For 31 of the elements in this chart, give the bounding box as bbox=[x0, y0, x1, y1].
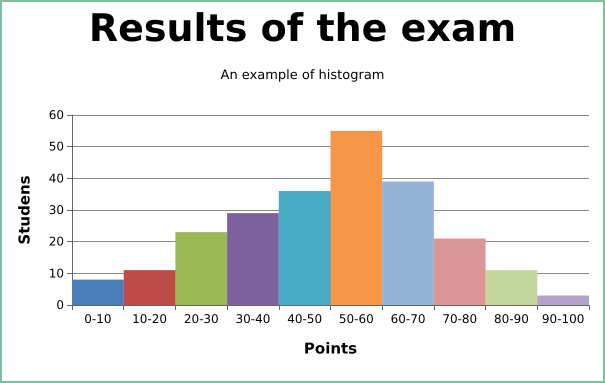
x-axis-title: Points bbox=[304, 340, 358, 358]
chart-subtitle: An example of histogram bbox=[220, 68, 384, 83]
y-tick-label: 30 bbox=[48, 203, 64, 217]
bar bbox=[227, 213, 279, 305]
bar bbox=[486, 270, 538, 305]
x-tick-label: 0-10 bbox=[84, 312, 112, 326]
chart-title: Results of the exam bbox=[88, 6, 516, 50]
y-tick-label: 0 bbox=[56, 298, 64, 312]
x-tick-label: 20-30 bbox=[184, 312, 219, 326]
bar bbox=[124, 270, 176, 305]
x-tick-label: 50-60 bbox=[338, 312, 374, 326]
x-tick-label: 80-90 bbox=[494, 312, 529, 326]
y-tick-label: 40 bbox=[48, 171, 64, 186]
bar bbox=[72, 280, 124, 305]
bar bbox=[175, 232, 228, 305]
x-tick-label: 30-40 bbox=[236, 312, 270, 326]
y-axis-title: Studens bbox=[16, 175, 34, 245]
bar bbox=[537, 296, 589, 305]
bar bbox=[330, 130, 382, 305]
x-tick-label: 60-70 bbox=[390, 312, 426, 326]
bar bbox=[382, 182, 434, 305]
y-tick-label: 10 bbox=[48, 266, 64, 280]
y-tick-label: 60 bbox=[48, 108, 64, 122]
x-tick-label: 40-50 bbox=[287, 312, 322, 326]
bar bbox=[278, 191, 330, 305]
y-tick-label: 50 bbox=[48, 140, 64, 154]
y-tick-label: 20 bbox=[48, 234, 64, 249]
x-tick-label: 70-80 bbox=[442, 312, 478, 326]
x-tick-label: 10-20 bbox=[132, 312, 167, 326]
x-tick-label: 90-100 bbox=[542, 312, 584, 326]
bar bbox=[434, 238, 486, 305]
